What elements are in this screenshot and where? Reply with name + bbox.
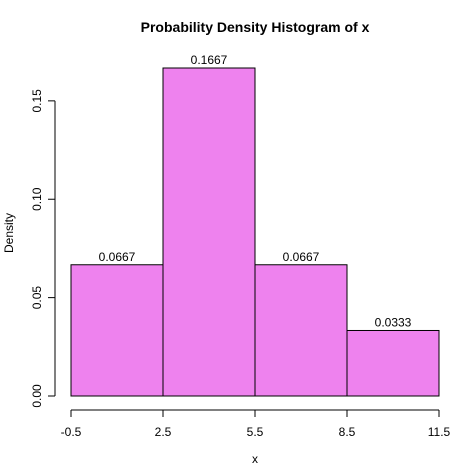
y-tick-label-2: 0.05 [30, 286, 44, 310]
bar-value-label-1: 0.0667 [99, 250, 136, 264]
bar-value-label-2: 0.1667 [191, 53, 228, 67]
x-tick-label-3: 5.5 [247, 425, 264, 439]
bar-value-label-3: 0.0667 [283, 250, 320, 264]
x-tick-label-1: -0.5 [61, 425, 82, 439]
bars-layer [70, 67, 440, 397]
y-tick-label-4: 0.15 [30, 89, 44, 113]
y-axis: 0.00 0.05 0.10 0.15 [30, 89, 56, 408]
histogram-bar-2 [162, 67, 256, 397]
bar-labels-layer: 0.0667 0.1667 0.0667 0.0333 [99, 53, 412, 329]
histogram-bar-4 [346, 329, 440, 397]
y-tick-label-1: 0.00 [30, 384, 44, 408]
x-axis: -0.5 2.5 5.5 8.5 11.5 [61, 409, 451, 439]
y-tick-label-3: 0.10 [30, 187, 44, 211]
bar-value-label-4: 0.0333 [375, 315, 412, 329]
y-axis-label: Density [2, 213, 16, 253]
x-tick-label-4: 8.5 [339, 425, 356, 439]
histogram-bar-3 [254, 264, 348, 397]
x-axis-label: x [252, 452, 258, 466]
x-tick-label-5: 11.5 [428, 425, 451, 439]
x-tick-label-2: 2.5 [155, 425, 172, 439]
histogram-bar-1 [70, 264, 164, 397]
chart-title: Probability Density Histogram of x [141, 19, 370, 35]
